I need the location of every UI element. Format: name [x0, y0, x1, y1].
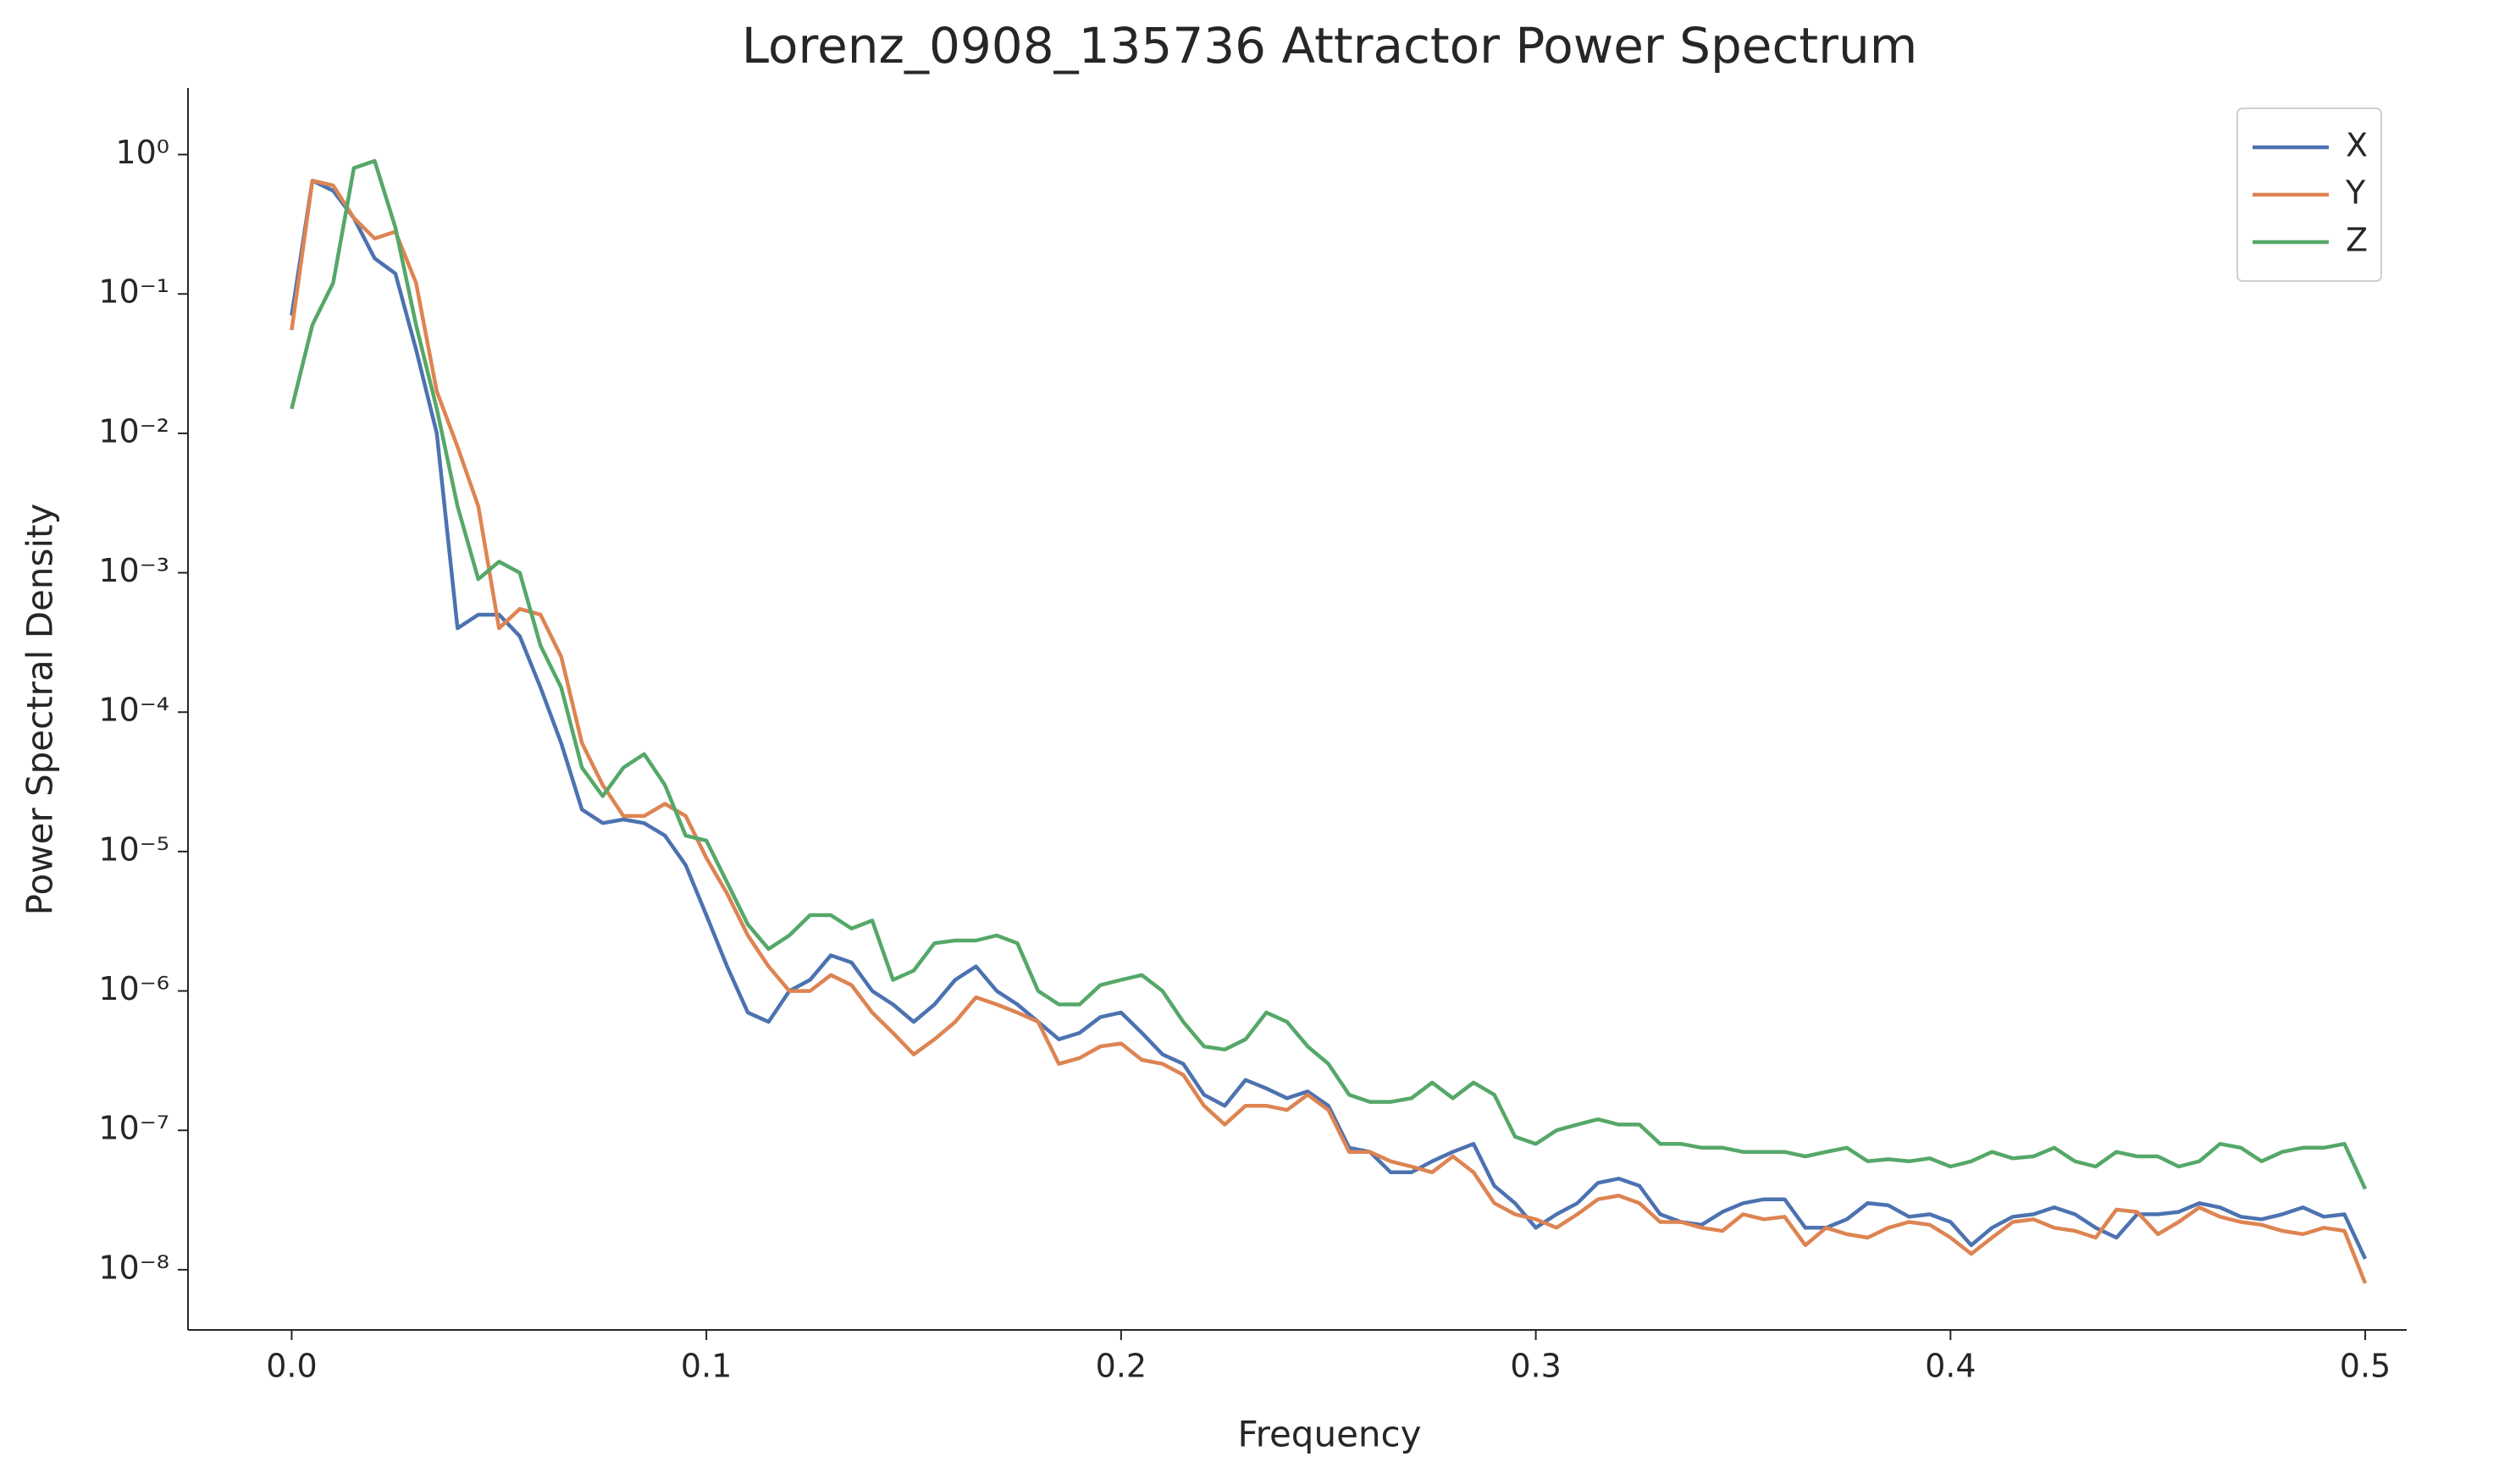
- series-line: [290, 158, 2368, 1190]
- series-line: [290, 179, 2368, 1284]
- x-axis-label: Frequency: [1238, 1414, 1422, 1455]
- series-line: [290, 179, 2368, 1260]
- y-tick-label: 10⁻⁴: [98, 692, 169, 729]
- legend-label: Y: [2345, 174, 2366, 212]
- x-tick-label: 0.4: [1925, 1348, 1976, 1385]
- x-tick-label: 0.3: [1510, 1348, 1561, 1385]
- y-tick-label: 10⁻⁷: [98, 1110, 169, 1147]
- y-tick-label: 10⁻⁸: [98, 1249, 169, 1286]
- x-tick-label: 0.0: [266, 1348, 317, 1385]
- y-axis-label: Power Spectral Density: [19, 504, 61, 916]
- y-tick-label: 10⁻⁶: [98, 970, 169, 1007]
- x-tick-label: 0.5: [2340, 1348, 2391, 1385]
- y-tick-label: 10⁰: [115, 134, 169, 171]
- chart-title: Lorenz_0908_135736 Attractor Power Spect…: [742, 17, 1917, 74]
- legend-label: X: [2346, 127, 2368, 164]
- x-tick-label: 0.2: [1096, 1348, 1147, 1385]
- legend-label: Z: [2346, 222, 2368, 259]
- x-tick-label: 0.1: [681, 1348, 732, 1385]
- y-tick-label: 10⁻¹: [98, 273, 169, 311]
- y-tick-label: 10⁻³: [98, 552, 169, 589]
- y-tick-label: 10⁻⁵: [98, 830, 169, 868]
- y-tick-label: 10⁻²: [98, 412, 169, 450]
